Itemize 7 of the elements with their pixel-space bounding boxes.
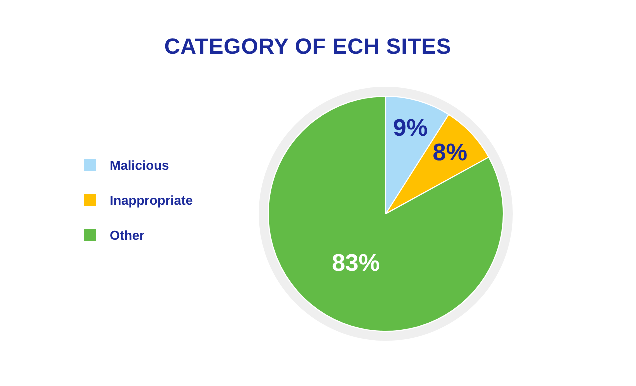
chart-title: CATEGORY OF ECH SITES	[163, 34, 453, 60]
legend-label: Malicious	[110, 158, 170, 172]
data-label: 83%	[332, 250, 380, 278]
legend-label: Inappropriate	[110, 192, 194, 208]
legend-label: Other	[110, 228, 145, 242]
data-label: 9%	[393, 115, 428, 142]
data-label: 8%	[432, 139, 468, 166]
